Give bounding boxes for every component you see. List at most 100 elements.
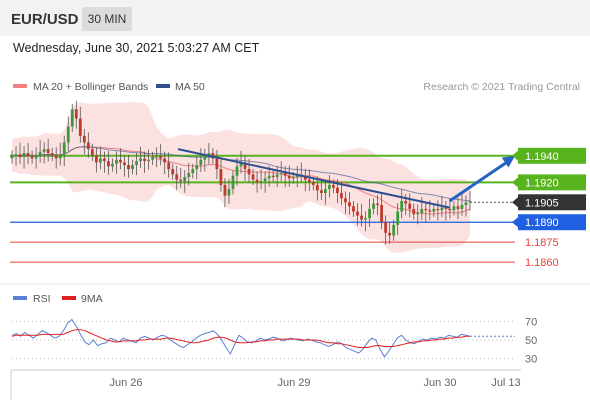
candle-body	[404, 200, 408, 204]
level-label-1.1860: 1.1860	[525, 257, 559, 269]
candle-body	[283, 173, 287, 176]
candle-body	[436, 208, 440, 211]
chart-header: EUR/USD 30 MIN	[0, 0, 590, 36]
candle-body	[54, 155, 58, 159]
candle-body	[167, 162, 171, 170]
candle-body	[34, 155, 38, 159]
candle-body	[267, 175, 271, 179]
candle-body	[143, 158, 146, 162]
candle-body	[311, 182, 315, 186]
candle-body	[74, 109, 78, 119]
candle-body	[356, 211, 359, 216]
ma50-legend-swatch	[156, 84, 170, 88]
level-label-1.1875: 1.1875	[525, 237, 559, 249]
annotations	[177, 148, 515, 209]
candle-body	[86, 142, 90, 150]
candle-body	[195, 165, 199, 170]
candle-body	[42, 149, 46, 152]
candle-body	[295, 174, 299, 178]
x-tick-jun29: Jun 29	[277, 377, 310, 389]
candle-body	[448, 208, 452, 211]
candle-body	[147, 159, 150, 162]
candle-body	[420, 208, 424, 213]
candle-body	[58, 154, 62, 159]
candle-body	[115, 159, 118, 164]
candle-body	[259, 181, 263, 183]
candle-body	[344, 198, 347, 203]
rsi-line	[11, 318, 471, 358]
price-levels	[10, 154, 515, 263]
level-pointer-1.1890	[512, 217, 518, 228]
candle-body	[139, 158, 142, 162]
candle-body	[98, 158, 102, 163]
candle-body	[78, 118, 82, 136]
ma50-line	[11, 146, 471, 202]
candle-body	[251, 174, 255, 180]
candle-body	[231, 175, 235, 189]
candle-body	[315, 185, 319, 191]
level-box-1.1905	[518, 194, 586, 211]
candle-body	[440, 207, 444, 211]
candle-body	[303, 175, 307, 180]
candle-body	[368, 208, 371, 219]
level-label-1.1920: 1.1920	[525, 177, 559, 189]
candle-body	[424, 208, 428, 211]
candle-body	[223, 185, 227, 196]
level-box-1.1890	[518, 214, 586, 231]
candle-body	[163, 158, 167, 163]
candle-body	[291, 177, 295, 179]
candle-body	[50, 153, 54, 156]
candle-body	[332, 185, 335, 188]
candle-body	[111, 163, 114, 167]
rsi-legend-swatch	[13, 296, 27, 300]
ma20-legend-label: MA 20 + Bollinger Bands	[33, 81, 148, 93]
candle-body	[372, 203, 375, 209]
candle-body	[94, 155, 98, 163]
candle-body	[10, 155, 14, 159]
candle-body	[235, 166, 239, 176]
candle-body	[119, 159, 122, 163]
candle-body	[243, 162, 247, 170]
candle-body	[30, 155, 34, 159]
candle-body	[279, 173, 283, 175]
x-tick-jun26: Jun 26	[109, 377, 142, 389]
candle-body	[107, 161, 110, 167]
rsi-lines	[11, 318, 515, 358]
credit-text: Research © 2021 Trading Central	[423, 81, 580, 93]
trendline	[177, 148, 450, 209]
candle-body	[211, 153, 215, 159]
candle-body	[460, 204, 464, 209]
candle-body	[151, 157, 155, 160]
candle-body	[22, 153, 26, 158]
candle-body	[468, 200, 472, 203]
bollinger-bands	[12, 102, 470, 253]
candle-body	[275, 174, 279, 178]
candle-body	[219, 169, 223, 186]
candle-body	[271, 175, 275, 178]
candle-body	[400, 200, 404, 212]
candle-body	[215, 158, 219, 170]
ma50-legend-label: MA 50	[175, 81, 205, 93]
candle-body	[384, 222, 388, 233]
rsi-tick-30: 30	[525, 354, 537, 366]
candle-body	[62, 142, 66, 155]
candle-body	[131, 165, 134, 170]
chart-subtitle: Wednesday, June 30, 2021 5:03:27 AM CET	[13, 41, 260, 55]
candle-body	[360, 215, 363, 220]
candle-body	[14, 154, 18, 156]
level-box-1.1920	[518, 174, 586, 191]
candle-body	[82, 135, 86, 143]
level-label-1.1940: 1.1940	[525, 151, 559, 163]
candle-body	[227, 189, 231, 196]
candle-body	[207, 153, 211, 156]
candle-body	[123, 162, 126, 166]
timeframe-button[interactable]: 30 MIN	[82, 7, 132, 31]
ma9-legend-label: 9MA	[81, 293, 103, 305]
candle-body	[416, 212, 420, 215]
candle-body	[432, 208, 436, 212]
ma9-legend-swatch	[62, 296, 76, 300]
candle-body	[179, 179, 183, 182]
candle-body	[327, 185, 331, 189]
projection-arrow-head	[501, 155, 515, 168]
